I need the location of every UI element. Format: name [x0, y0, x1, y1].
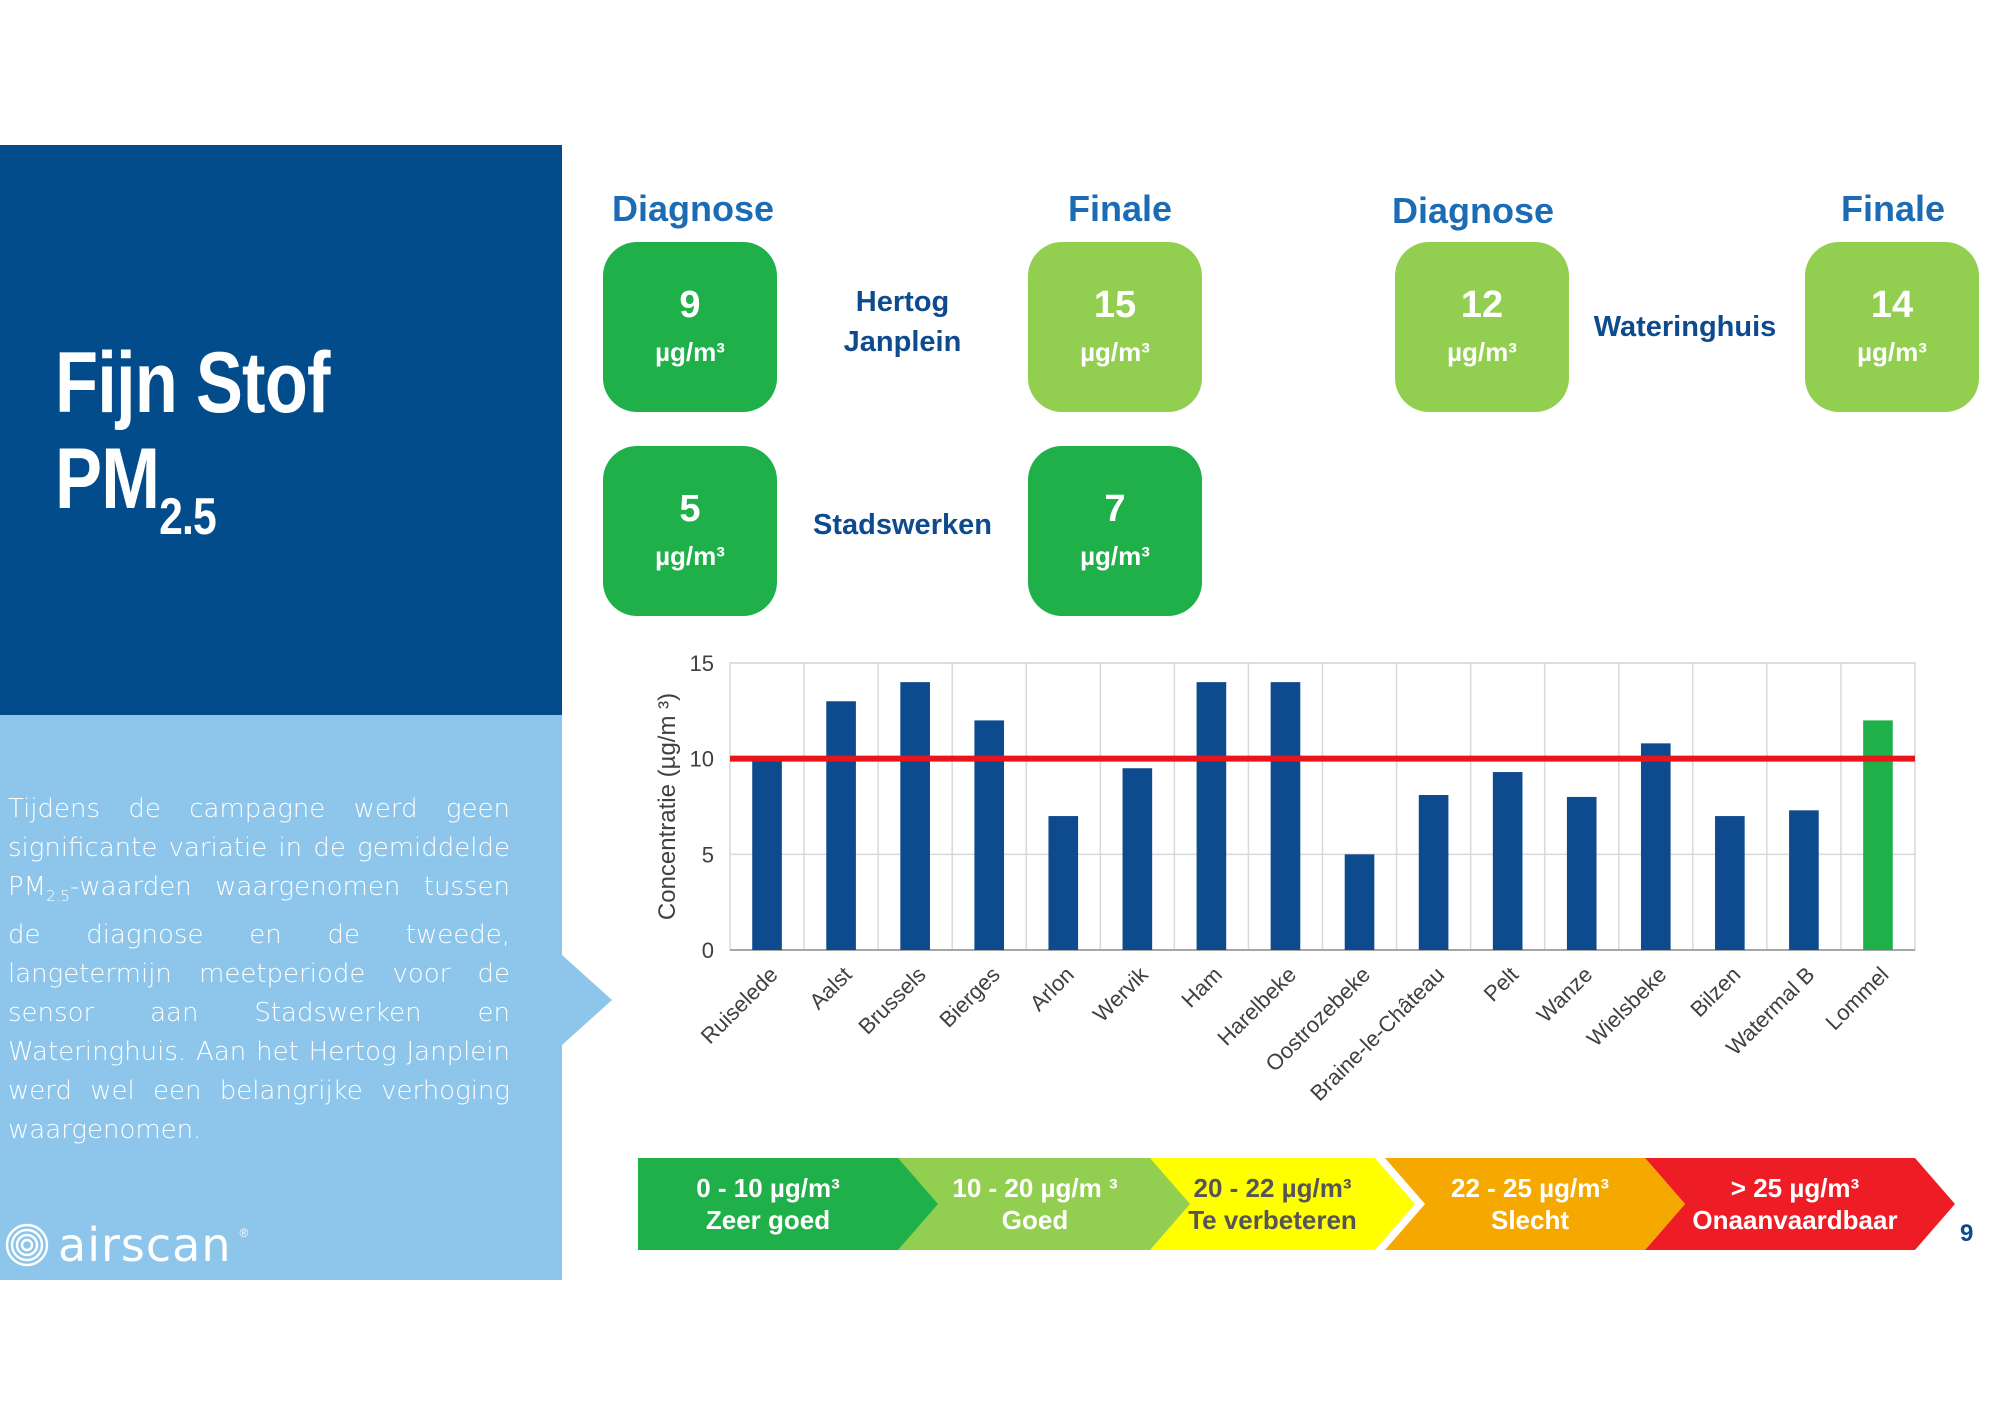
bar-oostrozebeke	[1344, 854, 1375, 950]
header-diagnose-right: Diagnose	[1391, 190, 1555, 231]
bar-braine-le-ch-teau	[1418, 795, 1449, 950]
y-tick-label: 10	[690, 747, 714, 772]
scale-range: 10 - 20 µg/m ³	[952, 1173, 1118, 1203]
stadswerken-diagnose-value: 5	[679, 488, 701, 530]
scale-segment: 20 - 22 µg/m³ Te verbeteren	[1140, 1158, 1415, 1250]
scale-label: Zeer goed	[705, 1205, 831, 1235]
header-diagnose-left: Diagnose	[611, 188, 775, 229]
slide-title: Fijn Stof PM2.5	[55, 335, 330, 565]
bar-wanze	[1566, 796, 1597, 950]
bar-wervik	[1122, 768, 1153, 950]
registered-mark: ®	[239, 1226, 249, 1240]
x-tick-label: Braine-le-Château	[1305, 962, 1449, 1106]
fingerprint-icon	[5, 1223, 49, 1267]
x-tick-label: Lommel	[1820, 962, 1893, 1035]
title-panel	[0, 145, 562, 715]
scale-label: Slecht	[1490, 1205, 1570, 1235]
bar-watermal-b	[1789, 810, 1819, 950]
y-tick-label: 15	[690, 651, 714, 676]
scale-range: 22 - 25 µg/m³	[1450, 1173, 1610, 1203]
site-hertog-janplein: Hertog Janplein	[843, 286, 962, 358]
bar-aalst	[826, 701, 856, 950]
x-tick-label: Arlon	[1025, 962, 1079, 1016]
site-stadswerken: Stadswerken	[813, 509, 992, 541]
unit-label: µg/m³	[655, 541, 725, 571]
bar-bilzen	[1715, 816, 1745, 950]
stadswerken-finale-value: 7	[1104, 488, 1126, 530]
airscan-logo: airscan ®	[4, 1218, 248, 1272]
scale-label: Goed	[1001, 1205, 1069, 1235]
header-finale-right: Finale	[1840, 188, 1946, 229]
hertog-diagnose-value: 9	[679, 284, 701, 326]
scale-range: 0 - 10 µg/m³	[696, 1173, 840, 1203]
scale-label: Onaanvaardbaar	[1692, 1205, 1898, 1235]
x-tick-label: Wanze	[1532, 962, 1598, 1028]
unit-label: µg/m³	[1080, 337, 1150, 367]
bar-arlon	[1048, 816, 1079, 950]
description-text: Tijdens de campagne werd geen significan…	[8, 794, 510, 1146]
unit-label: µg/m³	[1080, 541, 1150, 571]
bar-bierges	[974, 720, 1005, 950]
title-line1: Fijn Stof	[55, 335, 330, 431]
scale-segment: 22 - 25 µg/m³ Slecht	[1385, 1158, 1685, 1250]
x-tick-label: Bierges	[934, 962, 1004, 1032]
wateringhuis-finale-value: 14	[1870, 284, 1914, 326]
panel-arrow	[562, 955, 612, 1045]
bar-lommel	[1863, 720, 1893, 950]
x-tick-label: Aalst	[804, 962, 856, 1014]
stadswerken-finale-box: 7 µg/m³	[1028, 446, 1202, 616]
description-panel	[0, 715, 562, 1280]
unit-label: µg/m³	[1857, 337, 1927, 367]
x-tick-label: Wervik	[1088, 961, 1154, 1027]
hertog-finale-box: 15 µg/m³	[1028, 242, 1202, 412]
x-tick-label: Ham	[1176, 962, 1227, 1013]
title-line2: PM2.5	[55, 431, 217, 546]
scale-range: 20 - 22 µg/m³	[1193, 1173, 1352, 1203]
unit-label: µg/m³	[1447, 337, 1517, 367]
stadswerken-diagnose-box: 5 µg/m³	[603, 446, 777, 616]
x-tick-label: Wielsbeke	[1582, 962, 1671, 1051]
bar-brussels	[900, 682, 930, 950]
hertog-diagnose-box: 9 µg/m³	[603, 242, 777, 412]
header-finale-left: Finale	[1067, 188, 1173, 229]
logo-text: airscan	[58, 1218, 232, 1272]
wateringhuis-finale-box: 14 µg/m³	[1805, 242, 1979, 412]
unit-label: µg/m³	[655, 337, 725, 367]
y-tick-label: 0	[702, 938, 714, 963]
bar-harelbeke	[1270, 682, 1301, 950]
page-number: 9	[1960, 1220, 1974, 1247]
hertog-finale-value: 15	[1093, 284, 1137, 326]
scale-label: Te verbeteren	[1188, 1205, 1357, 1235]
bar-pelt	[1492, 772, 1523, 950]
wateringhuis-diagnose-box: 12 µg/m³	[1395, 242, 1569, 412]
bar-ham	[1196, 682, 1227, 950]
x-tick-label: Brussels	[853, 962, 930, 1039]
x-tick-label: Ruiselede	[696, 962, 783, 1049]
scale-segment: > 25 µg/m³ Onaanvaardbaar	[1645, 1158, 1955, 1250]
site-wateringhuis: Wateringhuis	[1593, 311, 1777, 343]
x-tick-label: Pelt	[1479, 962, 1523, 1006]
scale-segment: 10 - 20 µg/m ³ Goed	[890, 1158, 1190, 1250]
y-axis-label: Concentratie (µg/m ³)	[654, 693, 681, 920]
x-tick-label: Bilzen	[1685, 962, 1745, 1022]
scale-segment: 0 - 10 µg/m³ Zeer goed	[638, 1158, 938, 1250]
bar-wielsbeke	[1640, 743, 1671, 950]
scale-range: > 25 µg/m³	[1730, 1173, 1860, 1203]
wateringhuis-diagnose-value: 12	[1460, 284, 1504, 326]
y-tick-label: 5	[702, 842, 714, 867]
bar-ruiselede	[752, 758, 782, 950]
